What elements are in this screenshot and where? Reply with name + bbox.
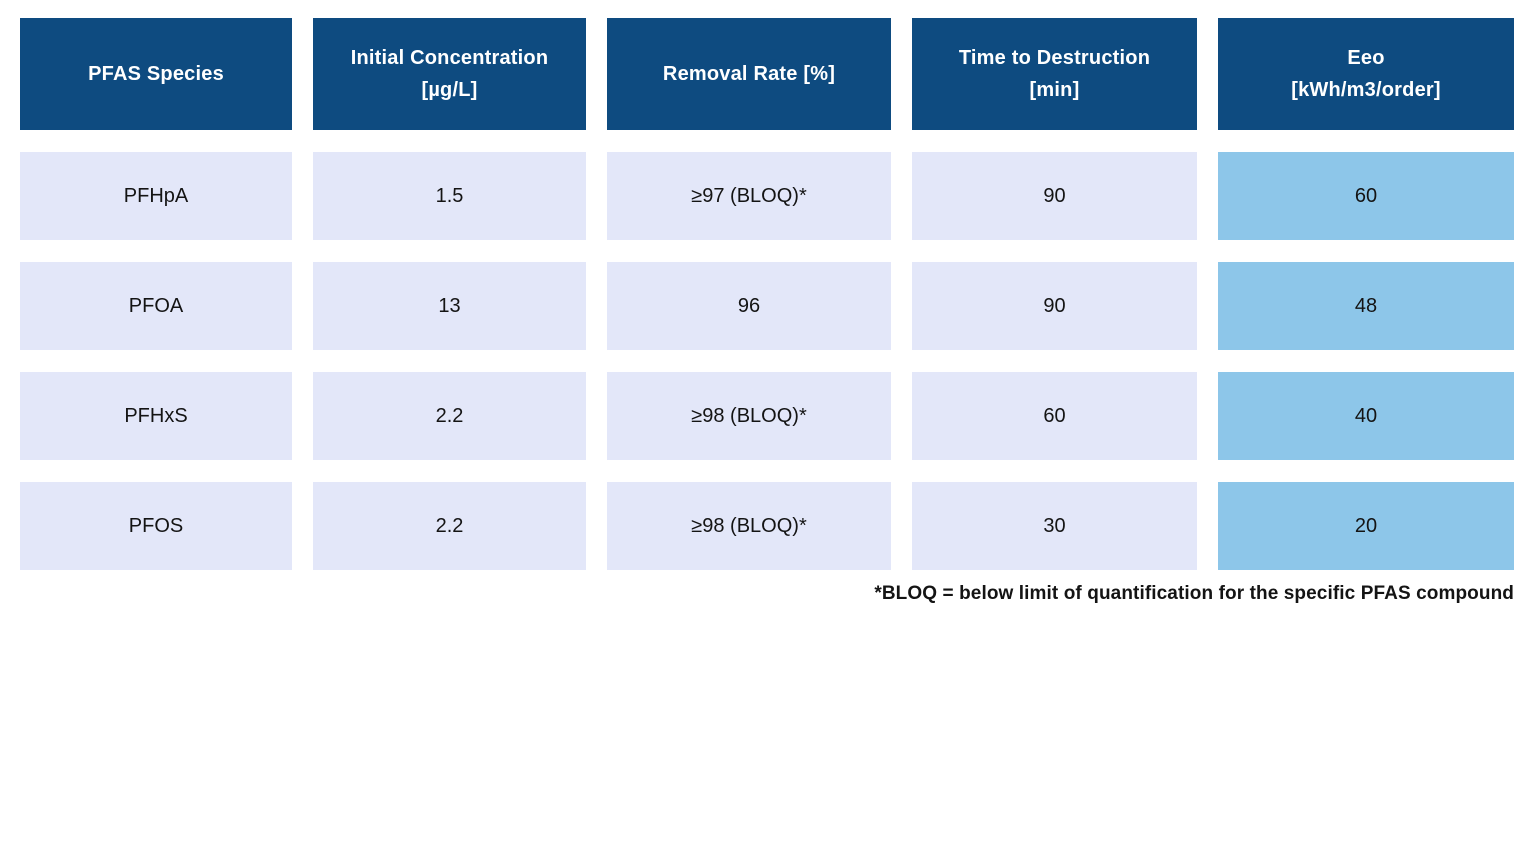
bloq-footnote: *BLOQ = below limit of quantification fo…	[874, 583, 1514, 604]
header-cell-removal-rate: Removal Rate [%]	[607, 18, 891, 130]
cell-time-to-destruction: 90	[912, 152, 1197, 240]
cell-eeo: 20	[1218, 482, 1514, 570]
header-line: [kWh/m3/order]	[1291, 79, 1441, 101]
cell-time-to-destruction: 90	[912, 262, 1197, 350]
cell-eeo: 60	[1218, 152, 1514, 240]
header-cell-time-to-destruction: Time to Destruction [min]	[912, 18, 1197, 130]
cell-species: PFOS	[20, 482, 292, 570]
cell-time-to-destruction: 60	[912, 372, 1197, 460]
cell-initial-concentration: 13	[313, 262, 586, 350]
header-line: Eeo	[1347, 47, 1385, 69]
cell-species: PFHpA	[20, 152, 292, 240]
header-cell-eeo: Eeo [kWh/m3/order]	[1218, 18, 1514, 130]
cell-removal-rate: ≥98 (BLOQ)*	[607, 372, 891, 460]
cell-time-to-destruction: 30	[912, 482, 1197, 570]
header-cell-pfas-species: PFAS Species	[20, 18, 292, 130]
cell-initial-concentration: 2.2	[313, 372, 586, 460]
cell-species: PFHxS	[20, 372, 292, 460]
header-cell-initial-concentration: Initial Concentration [µg/L]	[313, 18, 586, 130]
cell-removal-rate: 96	[607, 262, 891, 350]
header-line: Removal Rate [%]	[662, 63, 836, 85]
header-line: [µg/L]	[421, 79, 478, 101]
cell-removal-rate: ≥98 (BLOQ)*	[607, 482, 891, 570]
header-line: Time to Destruction	[958, 47, 1151, 69]
cell-eeo: 48	[1218, 262, 1514, 350]
cell-eeo: 40	[1218, 372, 1514, 460]
header-line: [min]	[1029, 79, 1080, 101]
cell-removal-rate: ≥97 (BLOQ)*	[607, 152, 891, 240]
cell-initial-concentration: 1.5	[313, 152, 586, 240]
cell-species: PFOA	[20, 262, 292, 350]
header-line: Initial Concentration	[350, 47, 549, 69]
pfas-table: PFAS Species Initial Concentration [µg/L…	[20, 18, 1514, 570]
cell-initial-concentration: 2.2	[313, 482, 586, 570]
header-line: PFAS Species	[88, 63, 224, 85]
